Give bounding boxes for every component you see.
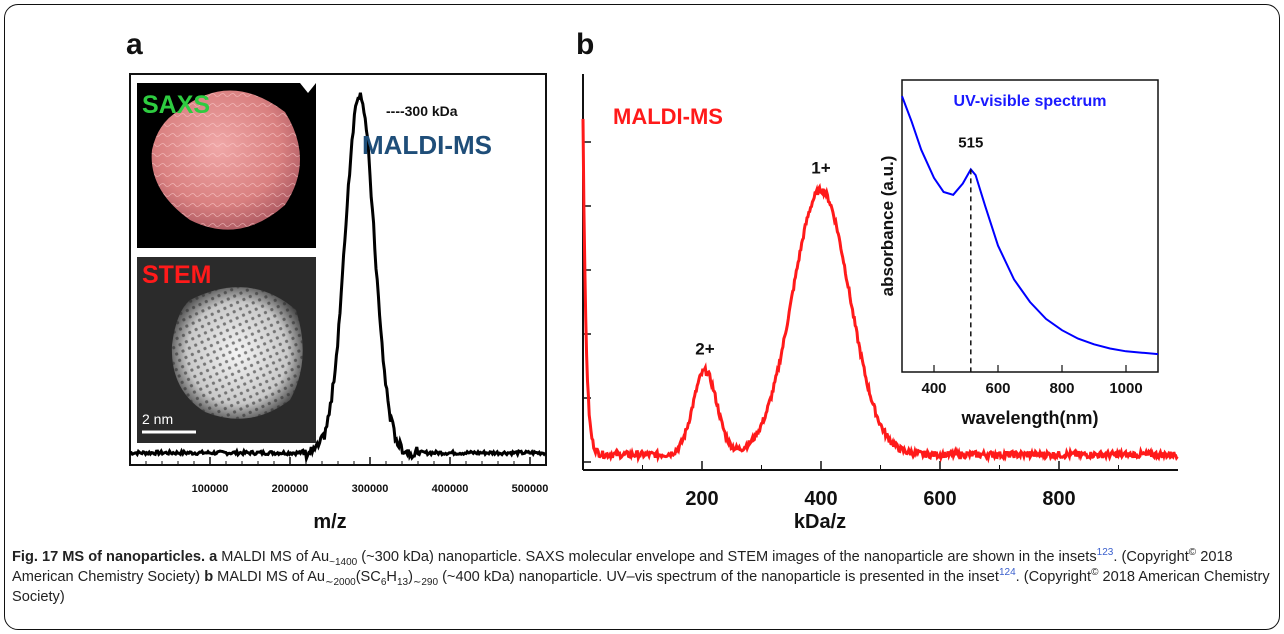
caption-ref-124[interactable]: 124 (998, 567, 1016, 579)
saxs-corner-marker (300, 83, 316, 93)
caption-a-bold: a (209, 549, 218, 565)
stem-label: STEM (142, 261, 211, 289)
chart-b-peak-label: 2+ (695, 339, 714, 358)
caption-b-bold: b (204, 569, 214, 585)
chart-b-xlabel: kDa/z (794, 511, 846, 533)
caption-a-text-4: 2018 American Chemistry Society) (12, 549, 1233, 585)
caption-b-text-7: 2018 American Chemistry Society) (12, 569, 1270, 605)
chart-a-xtick-label: 100000 (192, 483, 229, 495)
caption-copyright-1: © (1188, 547, 1197, 559)
caption-a-text-2: (~300 kDa) nanoparticle. SAXS molecular … (361, 549, 1097, 565)
chart-a-xtick-label: 300000 (352, 483, 389, 495)
caption-b-sub-2: 6 (380, 576, 387, 588)
uvvis-inset-frame (901, 79, 1159, 373)
chart-a-method-label: MALDI-MS (362, 130, 492, 160)
chart-b-xtick-label: 400 (804, 488, 837, 510)
chart-a-xtick-label: 200000 (272, 483, 309, 495)
caption-a-text-1: MALDI MS of Au (221, 549, 330, 565)
figure-caption: Fig. 17 MS of nanoparticles. a MALDI MS … (12, 547, 1274, 607)
uvvis-xtick-label: 1000 (1109, 380, 1142, 397)
caption-lead: Fig. 17 MS of nanoparticles. (12, 549, 205, 565)
caption-a-sub-1: ~1400 (329, 556, 358, 568)
caption-b-text-4: ) (408, 569, 413, 585)
panel-a-letter: a (126, 28, 143, 61)
caption-b-text-2: (SC (355, 569, 381, 585)
uvvis-xlabel: wavelength(nm) (960, 408, 1098, 428)
chart-b-series-line (581, 118, 1179, 464)
caption-a-text-3: . (Copyright (1113, 549, 1189, 565)
caption-b-sub-1: ∼2000 (325, 576, 356, 588)
saxs-label: SAXS (142, 91, 210, 119)
panel-b-letter: b (576, 28, 595, 61)
chart-a-xtick-label: 500000 (512, 483, 549, 495)
caption-b-text-1: MALDI MS of Au (213, 569, 326, 585)
caption-b-text-5: (~400 kDa) nanoparticle. UV–vis spectrum… (438, 569, 999, 585)
saxs-envelope (151, 90, 300, 230)
caption-b-sub-3: 13 (396, 576, 409, 588)
chart-b-xtick-label: 800 (1042, 488, 1075, 510)
chart-a-peak-note: ----300 kDa (386, 103, 458, 119)
scale-bar-label: 2 nm (142, 411, 173, 427)
chart-a-xlabel: m/z (313, 511, 346, 533)
uvvis-ylabel: absorbance (a.u.) (878, 156, 897, 297)
uvvis-peak-label: 515 (958, 134, 983, 151)
uvvis-title: UV-visible spectrum (954, 93, 1107, 110)
chart-b-peak-label: 1+ (811, 158, 830, 177)
caption-ref-123[interactable]: 123 (1096, 547, 1114, 559)
stem-nanoparticle (171, 287, 303, 419)
chart-b-xtick-label: 600 (923, 488, 956, 510)
caption-copyright-2: © (1091, 567, 1099, 579)
uvvis-xtick-label: 400 (921, 380, 946, 397)
caption-b-text-3: H (386, 569, 397, 585)
caption-b-text-6: . (Copyright (1015, 569, 1092, 585)
chart-b-xtick-label: 200 (685, 488, 718, 510)
chart-a-series-line (129, 92, 547, 465)
caption-b-sub-4: ∼290 (412, 576, 439, 588)
uvvis-xtick-label: 800 (1049, 380, 1074, 397)
chart-b-method-label: MALDI-MS (613, 104, 723, 129)
uvvis-xtick-label: 600 (985, 380, 1010, 397)
figure-frame (4, 4, 1280, 630)
chart-a-xtick-label: 400000 (432, 483, 469, 495)
uvvis-series-line (901, 95, 1159, 356)
